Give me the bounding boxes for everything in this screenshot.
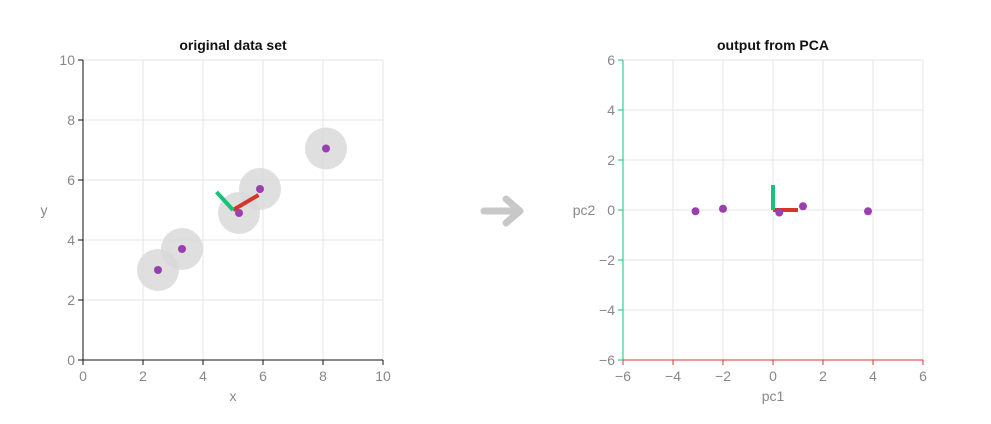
arrow-right-icon (480, 195, 524, 227)
pc1-vector (231, 193, 260, 212)
y-tick-label: 4 (67, 232, 75, 248)
x-tick-label: 8 (319, 368, 327, 384)
data-point (178, 245, 186, 253)
axes (618, 59, 924, 365)
data-point (154, 266, 162, 274)
y-tick-label: 0 (67, 352, 75, 368)
y-tick-label: 0 (607, 202, 615, 218)
pc2-vector (215, 190, 235, 212)
x-tick-label: −4 (665, 368, 681, 384)
y-tick-label: −4 (599, 302, 615, 318)
tick-labels: −6 −4 −2 0 2 4 6 −6 −4 −2 0 2 4 6 (599, 52, 927, 384)
x-tick-label: 6 (919, 368, 927, 384)
chart-title: output from PCA (717, 37, 829, 53)
y-tick-label: 2 (67, 292, 75, 308)
y-tick-label: 8 (67, 112, 75, 128)
original-data-chart: 0 2 4 6 8 10 0 2 4 6 8 10 original data set x y (41, 37, 391, 404)
component-vectors (771, 185, 798, 212)
x-tick-label: 2 (819, 368, 827, 384)
data-point (775, 208, 784, 217)
component-vectors (215, 190, 260, 212)
data-point (799, 202, 807, 211)
x-tick-label: 0 (79, 368, 87, 384)
y-tick-label: −2 (599, 252, 615, 268)
data-point (691, 207, 700, 216)
x-tick-label: −2 (715, 368, 731, 384)
x-tick-label: 6 (259, 368, 267, 384)
grid (82, 59, 384, 361)
data-point (719, 204, 727, 213)
x-tick-label: 4 (199, 368, 207, 384)
data-points (691, 202, 872, 217)
x-tick-label: 2 (139, 368, 147, 384)
pca-output-chart: −6 −4 −2 0 2 4 6 −6 −4 −2 0 2 4 6 output from PCA pc1… (573, 37, 927, 404)
y-tick-label: 6 (67, 172, 75, 188)
data-point (864, 207, 872, 216)
halo-layer (137, 127, 347, 291)
data-point (235, 209, 243, 217)
y-tick-label: 10 (59, 52, 75, 68)
x-tick-label: 4 (869, 368, 877, 384)
y-axis-label: y (41, 202, 48, 218)
y-tick-label: 2 (607, 152, 615, 168)
data-point (256, 185, 264, 193)
x-tick-label: −6 (615, 368, 631, 384)
data-points (154, 144, 330, 274)
y-tick-label: −6 (599, 352, 615, 368)
chart-title: original data set (179, 37, 287, 53)
x-tick-label: 10 (375, 368, 391, 384)
y-tick-label: 6 (607, 52, 615, 68)
axes (78, 59, 384, 365)
x-axis-label: x (230, 388, 237, 404)
data-point (322, 144, 330, 153)
x-tick-label: 0 (769, 368, 777, 384)
y-tick-label: 4 (607, 102, 615, 118)
x-axis-label: pc1 (762, 388, 785, 404)
y-axis-label: pc2 (573, 202, 596, 218)
tick-labels: 0 2 4 6 8 10 0 2 4 6 8 10 (59, 52, 391, 384)
